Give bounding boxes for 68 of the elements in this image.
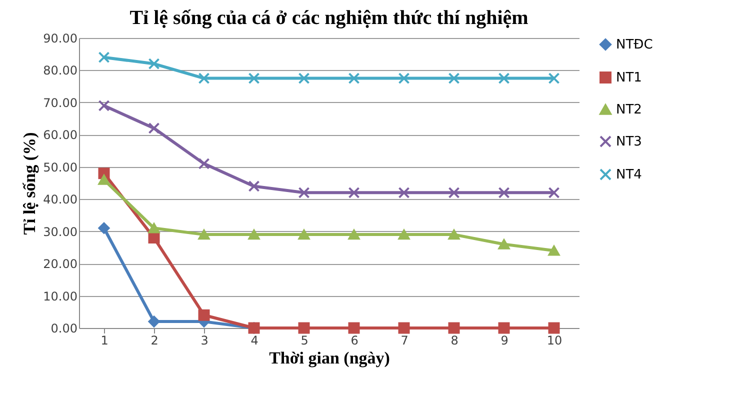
- legend-label: NT3: [616, 134, 642, 150]
- point: [448, 186, 460, 198]
- legend-label: NTĐC: [616, 38, 653, 52]
- y-tick-label: 0.00: [50, 322, 78, 336]
- point: [548, 186, 560, 198]
- point: [298, 186, 310, 198]
- chart-title: Tỉ lệ sống của cá ở các nghiệm thức thí nghiệm: [130, 7, 529, 29]
- point: [348, 186, 360, 198]
- point: [498, 186, 510, 198]
- point: [148, 316, 160, 328]
- point: [248, 229, 260, 240]
- y-tick-label: 60.00: [43, 128, 78, 142]
- point: [98, 222, 110, 234]
- legend-label: NT4: [616, 168, 642, 182]
- point: [198, 309, 210, 321]
- point: [348, 229, 360, 240]
- y-tick-label: 10.00: [43, 289, 78, 304]
- y-tick-label: 40.00: [43, 192, 78, 207]
- point: [448, 229, 460, 240]
- point: [198, 158, 210, 170]
- point: [148, 232, 160, 244]
- y-axis-title: Tỉ lệ sống (%): [20, 132, 40, 235]
- point: [398, 72, 410, 84]
- legend-label: NT1: [616, 70, 642, 86]
- point: [448, 72, 460, 84]
- point: [448, 322, 460, 334]
- x-axis-title: Thời gian (ngày): [269, 348, 390, 368]
- point: [398, 322, 410, 334]
- point: [398, 186, 410, 198]
- point: [198, 72, 210, 84]
- point: [348, 322, 360, 334]
- x-tick-label: 6: [350, 334, 358, 348]
- point: [248, 72, 260, 84]
- point: [98, 174, 110, 185]
- y-tick-label: 90.00: [43, 32, 78, 46]
- y-tick-label: 70.00: [43, 96, 78, 110]
- y-tick-label: 20.00: [43, 257, 78, 272]
- x-tick-label: 9: [500, 334, 508, 348]
- x-tick-label: 3: [200, 334, 208, 348]
- legend-label: NT2: [616, 102, 642, 118]
- point: [248, 180, 260, 192]
- point: [148, 122, 160, 134]
- y-tick-label: 30.00: [43, 224, 78, 239]
- x-tick-label: 5: [300, 334, 308, 348]
- point: [198, 229, 210, 240]
- y-tick-label: 80.00: [43, 64, 78, 78]
- point: [498, 72, 510, 84]
- point: [148, 223, 160, 234]
- point: [548, 322, 560, 334]
- x-tick-label: 7: [400, 334, 408, 348]
- point: [298, 229, 310, 240]
- point: [498, 239, 510, 250]
- point: [398, 229, 410, 240]
- point: [298, 72, 310, 84]
- point: [98, 52, 110, 64]
- point: [298, 322, 310, 334]
- point: [148, 58, 160, 70]
- point: [548, 72, 560, 84]
- x-tick-label: 4: [250, 334, 258, 348]
- x-tick-label: 2: [150, 334, 158, 348]
- y-tick-label: 50.00: [43, 160, 78, 174]
- point: [98, 100, 110, 112]
- x-tick-label: 10: [546, 334, 562, 348]
- point: [348, 72, 360, 84]
- x-tick-label: 8: [450, 334, 458, 348]
- point: [548, 246, 560, 256]
- x-tick-label: 1: [100, 334, 108, 348]
- point: [498, 322, 510, 334]
